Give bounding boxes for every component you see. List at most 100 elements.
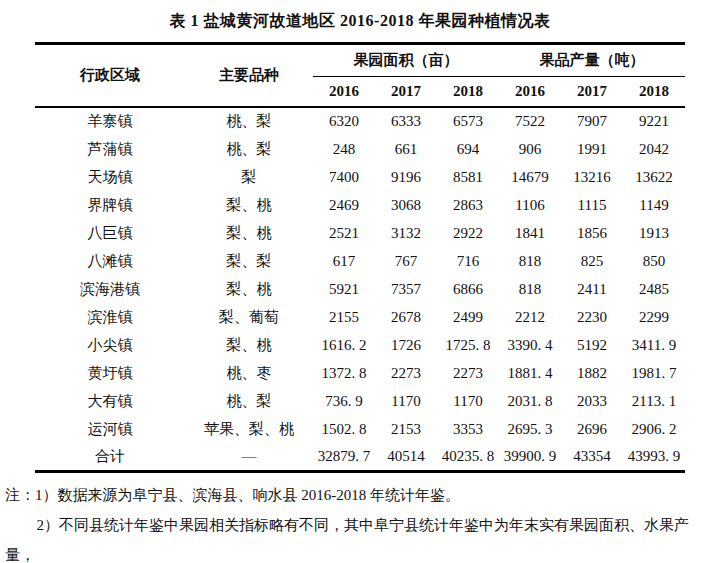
value-cell: 2042	[623, 135, 685, 163]
value-cell: 2113. 1	[623, 387, 685, 415]
value-cell: 13216	[561, 163, 623, 191]
orchard-table: 行政区域 主要品种 果园面积（亩） 果品产量（吨） 20162017201820…	[35, 42, 685, 473]
value-cell: 2499	[437, 303, 499, 331]
table-row: 界牌镇梨、桃246930682863110611151149	[35, 191, 685, 219]
value-cell: 3353	[437, 415, 499, 443]
table-row: 羊寨镇桃、梨632063336573752279079221	[35, 107, 685, 135]
value-cell: 661	[375, 135, 437, 163]
value-cell: 2033	[561, 387, 623, 415]
value-cell: 3132	[375, 219, 437, 247]
value-cell: 818	[499, 275, 561, 303]
region-cell: 羊寨镇	[35, 107, 185, 135]
value-cell: 2906. 2	[623, 415, 685, 443]
value-cell: 6320	[313, 107, 375, 135]
varieties-cell: 梨、葡萄	[185, 303, 313, 331]
value-cell: 3390. 4	[499, 331, 561, 359]
value-cell: 248	[313, 135, 375, 163]
table-row: 八巨镇梨、桃252131322922184118561913	[35, 219, 685, 247]
note-line-1: 注：1）数据来源为阜宁县、滨海县、响水县 2016-2018 年统计年鉴。	[5, 480, 716, 510]
value-cell: 1913	[623, 219, 685, 247]
value-cell: 617	[313, 247, 375, 275]
value-cell: 8581	[437, 163, 499, 191]
value-cell: 1726	[375, 331, 437, 359]
value-cell: 1106	[499, 191, 561, 219]
table-title: 表 1 盐城黄河故道地区 2016-2018 年果园种植情况表	[0, 0, 720, 42]
value-cell: 2212	[499, 303, 561, 331]
value-cell: 7400	[313, 163, 375, 191]
header-varieties: 主要品种	[185, 44, 313, 108]
region-cell: 八滩镇	[35, 247, 185, 275]
value-cell: 40235. 8	[437, 443, 499, 471]
varieties-cell: 桃、梨	[185, 387, 313, 415]
value-cell: 736. 9	[313, 387, 375, 415]
varieties-cell: 梨、桃	[185, 191, 313, 219]
value-cell: 2922	[437, 219, 499, 247]
value-cell: 694	[437, 135, 499, 163]
value-cell: 1856	[561, 219, 623, 247]
value-cell: 2678	[375, 303, 437, 331]
varieties-cell: 苹果、梨、桃	[185, 415, 313, 443]
document-page: 表 1 盐城黄河故道地区 2016-2018 年果园种植情况表 行政区域 主要品…	[0, 0, 720, 563]
value-cell: 2485	[623, 275, 685, 303]
table-row: 八滩镇梨、梨617767716818825850	[35, 247, 685, 275]
table-row: 滨海港镇梨、桃59217357686681824112485	[35, 275, 685, 303]
varieties-cell: 梨、梨	[185, 247, 313, 275]
varieties-cell: 梨	[185, 163, 313, 191]
value-cell: 1149	[623, 191, 685, 219]
value-cell: 2273	[437, 359, 499, 387]
varieties-cell: 桃、梨	[185, 135, 313, 163]
value-cell: 716	[437, 247, 499, 275]
value-cell: 9221	[623, 107, 685, 135]
header-year-area-2017: 2017	[375, 77, 437, 108]
table-row: 黄圩镇桃、枣1372. 8227322731881. 418821981. 7	[35, 359, 685, 387]
header-group-row: 行政区域 主要品种 果园面积（亩） 果品产量（吨）	[35, 44, 685, 77]
region-cell: 八巨镇	[35, 219, 185, 247]
value-cell: 43354	[561, 443, 623, 471]
value-cell: 6866	[437, 275, 499, 303]
value-cell: 1115	[561, 191, 623, 219]
header-year-yield-2018: 2018	[623, 77, 685, 108]
value-cell: 2469	[313, 191, 375, 219]
value-cell: 5192	[561, 331, 623, 359]
region-cell: 大有镇	[35, 387, 185, 415]
header-year-yield-2016: 2016	[499, 77, 561, 108]
value-cell: 7357	[375, 275, 437, 303]
table-body: 羊寨镇桃、梨632063336573752279079221芦蒲镇桃、梨2486…	[35, 107, 685, 471]
table-notes: 注：1）数据来源为阜宁县、滨海县、响水县 2016-2018 年统计年鉴。 2）…	[5, 480, 716, 563]
region-cell: 合计	[35, 443, 185, 471]
note-line-2: 2）不同县统计年鉴中果园相关指标略有不同，其中阜宁县统计年鉴中为年末实有果园面积…	[5, 510, 716, 563]
table-row: 天场镇梨740091968581146791321613622	[35, 163, 685, 191]
value-cell: 825	[561, 247, 623, 275]
value-cell: 1170	[437, 387, 499, 415]
value-cell: 1725. 8	[437, 331, 499, 359]
value-cell: 1372. 8	[313, 359, 375, 387]
value-cell: 14679	[499, 163, 561, 191]
region-cell: 滨淮镇	[35, 303, 185, 331]
header-area-group: 果园面积（亩）	[313, 44, 499, 77]
value-cell: 6333	[375, 107, 437, 135]
varieties-cell: 梨、桃	[185, 275, 313, 303]
header-year-area-2016: 2016	[313, 77, 375, 108]
value-cell: 43993. 9	[623, 443, 685, 471]
value-cell: 3068	[375, 191, 437, 219]
value-cell: 2863	[437, 191, 499, 219]
value-cell: 2153	[375, 415, 437, 443]
value-cell: 1841	[499, 219, 561, 247]
table-header: 行政区域 主要品种 果园面积（亩） 果品产量（吨） 20162017201820…	[35, 44, 685, 108]
total-row: 合计—32879. 74051440235. 839900. 943354439…	[35, 443, 685, 471]
value-cell: 2411	[561, 275, 623, 303]
value-cell: 32879. 7	[313, 443, 375, 471]
value-cell: 767	[375, 247, 437, 275]
table-row: 大有镇桃、梨736. 9117011702031. 820332113. 1	[35, 387, 685, 415]
value-cell: 2696	[561, 415, 623, 443]
value-cell: 2273	[375, 359, 437, 387]
value-cell: 13622	[623, 163, 685, 191]
value-cell: 40514	[375, 443, 437, 471]
value-cell: 1616. 2	[313, 331, 375, 359]
value-cell: 818	[499, 247, 561, 275]
value-cell: 9196	[375, 163, 437, 191]
value-cell: 3411. 9	[623, 331, 685, 359]
varieties-cell: 梨、桃	[185, 219, 313, 247]
region-cell: 黄圩镇	[35, 359, 185, 387]
varieties-cell: —	[185, 443, 313, 471]
